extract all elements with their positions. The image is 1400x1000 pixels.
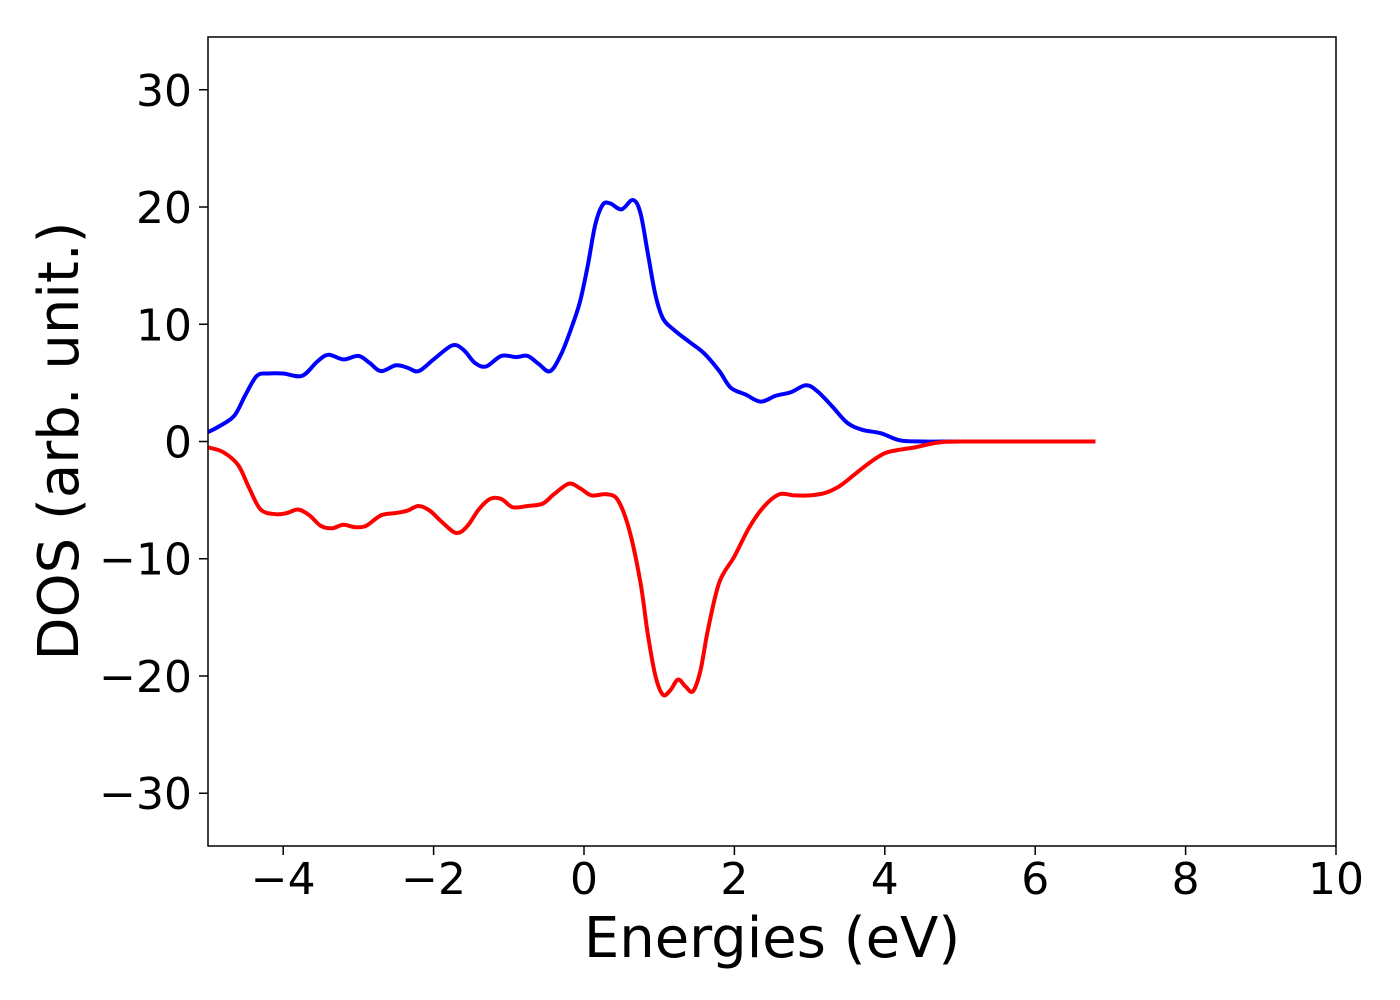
x-tick-label: 4: [871, 854, 899, 905]
y-tick-label: 20: [136, 183, 192, 234]
y-tick-label: 10: [136, 300, 192, 351]
plot-frame: [207, 36, 1337, 847]
y-tick-label: 0: [164, 418, 192, 469]
x-tick-label: −4: [251, 854, 316, 905]
y-tick-label: 30: [136, 66, 192, 117]
x-tick-label: 6: [1021, 854, 1049, 905]
spin-up-line: [208, 197, 1096, 444]
y-ticks: −30 −20 −10 0 10 20 30: [99, 66, 208, 820]
plot-layer: [208, 197, 1096, 698]
y-tick-label: −10: [99, 535, 192, 586]
y-tick-label: −20: [99, 652, 192, 703]
y-axis-title: DOS (arb. unit.): [27, 221, 92, 660]
x-tick-label: −2: [401, 854, 466, 905]
y-tick-label: −30: [99, 769, 192, 820]
spin-down-line: [208, 439, 1096, 698]
x-tick-label: 2: [720, 854, 748, 905]
x-ticks: −4 −2 0 2 4 6 8 10: [251, 846, 1364, 905]
x-axis-title: Energies (eV): [584, 906, 960, 971]
x-tick-label: 10: [1308, 854, 1364, 905]
x-tick-label: 8: [1172, 854, 1200, 905]
x-tick-label: 0: [570, 854, 598, 905]
